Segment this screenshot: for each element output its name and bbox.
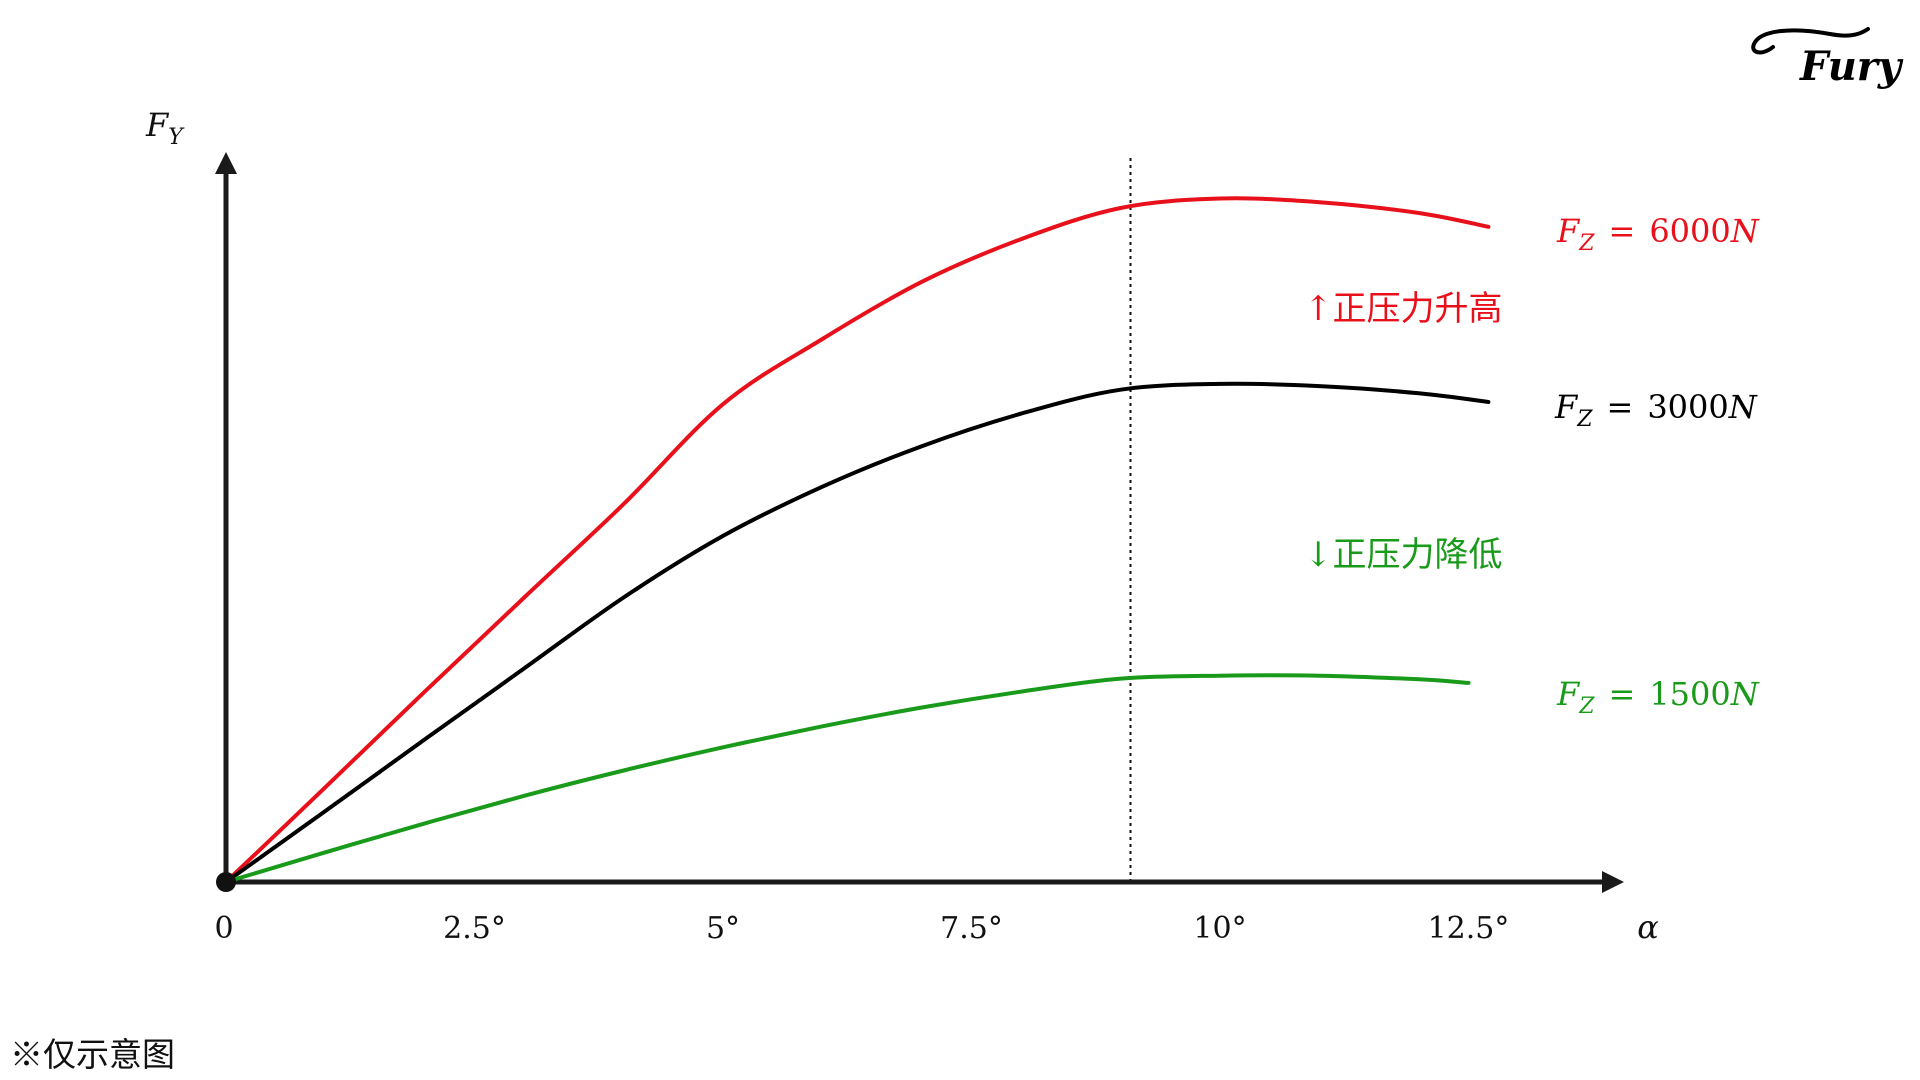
series-label-sub: Z — [1578, 231, 1595, 256]
series-label-fz-6000: FZ = 6000N — [1556, 212, 1760, 256]
x-axis-arrowhead — [1602, 871, 1624, 893]
series-label-op: = — [1609, 675, 1636, 713]
brand-logo: Fury — [1751, 27, 1904, 90]
series-label-op: = — [1607, 388, 1634, 426]
x-tick-label: 7.5° — [940, 911, 1003, 946]
annotation-pressure-decrease: ↓正压力降低 — [1304, 535, 1503, 575]
series-label-fz-1500: FZ = 1500N — [1556, 675, 1760, 719]
x-tick-label: 5° — [706, 911, 740, 946]
x-axis-label: α — [1637, 908, 1659, 946]
x-tick-labels: 0 2.5° 5° 7.5° 10° 12.5° — [214, 911, 1509, 946]
y-axis-label-var: F — [145, 106, 170, 144]
series-line-fz-6000 — [224, 196, 1491, 884]
series-label-value: 3000 — [1647, 388, 1728, 426]
series-label-unit: N — [1730, 212, 1760, 250]
series-label-value: 1500 — [1649, 675, 1730, 713]
series-label-unit: N — [1730, 675, 1760, 713]
series-label-var: F — [1556, 675, 1581, 713]
axes — [215, 152, 1624, 893]
x-tick-label: 0 — [214, 911, 233, 946]
series-label-value: 6000 — [1649, 212, 1730, 250]
series-label-op: = — [1609, 212, 1636, 250]
series-line-fz-1500 — [224, 673, 1471, 884]
x-tick-label: 12.5° — [1428, 911, 1510, 946]
series-label-sub: Z — [1578, 694, 1595, 719]
series-label-unit: N — [1728, 388, 1758, 426]
y-axis-label-sub: Y — [168, 125, 185, 150]
x-tick-label: 2.5° — [443, 911, 506, 946]
series-lines — [224, 196, 1491, 884]
y-axis-label: FY — [145, 106, 185, 150]
series-label-var: F — [1554, 388, 1579, 426]
footnote: ※仅示意图 — [10, 1035, 175, 1074]
logo-swoosh — [1751, 27, 1870, 55]
series-line-fz-3000 — [224, 381, 1491, 884]
series-label-fz-3000: FZ = 3000N — [1554, 388, 1758, 432]
x-tick-label: 10° — [1193, 911, 1246, 946]
logo-text: Fury — [1799, 43, 1904, 90]
series-label-sub: Z — [1576, 407, 1593, 432]
series-label-var: F — [1556, 212, 1581, 250]
annotation-pressure-increase: ↑正压力升高 — [1304, 289, 1503, 329]
origin-dot — [216, 872, 236, 892]
y-axis-arrowhead — [215, 152, 237, 174]
